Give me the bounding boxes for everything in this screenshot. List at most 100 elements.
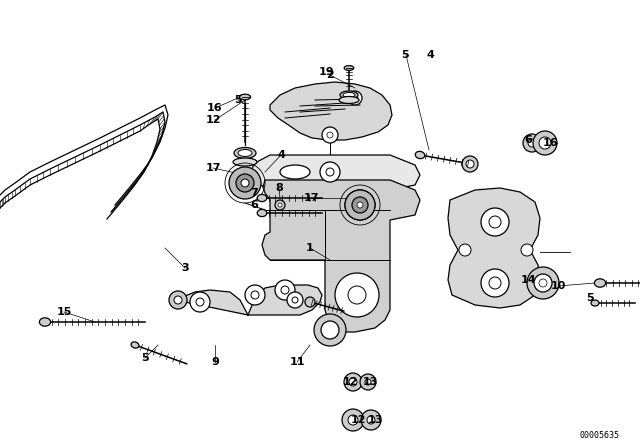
Circle shape [245,285,265,305]
Circle shape [489,277,501,289]
Circle shape [462,156,478,172]
Circle shape [360,374,376,390]
Circle shape [326,168,334,176]
Circle shape [367,416,375,424]
Circle shape [348,91,362,105]
Ellipse shape [234,147,256,159]
Ellipse shape [343,92,355,98]
Text: 7: 7 [250,188,258,198]
Text: 9: 9 [211,357,219,367]
Circle shape [320,162,340,182]
Circle shape [236,174,254,192]
Text: 1: 1 [306,243,314,253]
Text: 5: 5 [401,50,409,60]
Circle shape [539,279,547,287]
Circle shape [365,379,371,385]
Circle shape [251,291,259,299]
Text: 00005635: 00005635 [580,431,620,439]
Text: 13: 13 [367,415,383,425]
Circle shape [305,297,315,307]
Ellipse shape [344,65,354,70]
Circle shape [287,292,303,308]
Circle shape [321,321,339,339]
Circle shape [241,179,249,187]
Circle shape [527,267,559,299]
Circle shape [481,269,509,297]
Circle shape [342,409,364,431]
Polygon shape [270,82,392,140]
Circle shape [281,286,289,294]
Circle shape [344,373,362,391]
Text: 12: 12 [342,377,358,387]
Polygon shape [448,188,540,308]
Polygon shape [175,285,322,315]
Text: 6: 6 [250,200,258,210]
Circle shape [345,190,375,220]
Circle shape [523,134,541,152]
Text: 17: 17 [205,163,221,173]
Circle shape [190,292,210,312]
Text: 2: 2 [326,70,334,80]
Text: 3: 3 [181,263,189,273]
Circle shape [335,273,379,317]
Text: 6: 6 [524,135,532,145]
Circle shape [278,203,282,207]
Circle shape [357,202,363,208]
Ellipse shape [280,165,310,179]
Circle shape [348,415,358,425]
Circle shape [327,132,333,138]
Text: 16: 16 [207,103,223,113]
Circle shape [533,131,557,155]
Ellipse shape [238,150,252,156]
Circle shape [481,208,509,236]
Circle shape [352,95,358,101]
Ellipse shape [591,300,599,306]
Text: 5: 5 [141,353,149,363]
Ellipse shape [131,342,139,348]
Circle shape [275,280,295,300]
Text: 11: 11 [289,357,305,367]
Text: 8: 8 [275,183,283,193]
Text: 15: 15 [56,307,72,317]
Circle shape [521,244,533,256]
Ellipse shape [340,91,358,99]
Circle shape [314,314,346,346]
Circle shape [489,216,501,228]
Circle shape [229,167,261,199]
Circle shape [539,137,551,149]
Text: 13: 13 [362,377,378,387]
Text: 19: 19 [319,67,335,77]
Text: 4: 4 [277,150,285,160]
Ellipse shape [339,96,359,103]
Text: 12: 12 [350,415,365,425]
Circle shape [348,286,366,304]
Circle shape [196,298,204,306]
Circle shape [466,160,474,168]
Ellipse shape [239,94,251,100]
Text: 16: 16 [543,138,559,148]
Circle shape [352,197,368,213]
Circle shape [322,127,338,143]
Text: 5: 5 [234,95,242,105]
Ellipse shape [257,209,267,216]
Circle shape [459,244,471,256]
Text: 10: 10 [550,281,566,291]
Circle shape [353,198,367,212]
Text: 5: 5 [586,293,594,303]
Polygon shape [250,155,420,190]
Circle shape [345,190,375,220]
Text: 4: 4 [426,50,434,60]
Circle shape [174,296,182,304]
Circle shape [169,291,187,309]
Ellipse shape [415,151,425,159]
Ellipse shape [595,279,605,287]
Circle shape [275,200,285,210]
Text: 17: 17 [303,193,319,203]
Circle shape [361,410,381,430]
Circle shape [534,274,552,292]
Circle shape [292,297,298,303]
Circle shape [528,139,536,147]
Ellipse shape [233,158,257,166]
Polygon shape [262,180,420,332]
Text: 14: 14 [520,275,536,285]
